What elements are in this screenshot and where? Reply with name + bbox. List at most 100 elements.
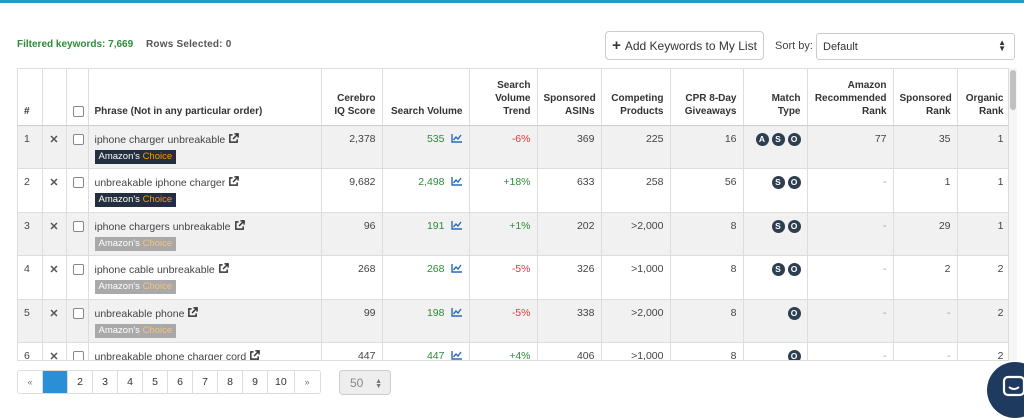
cerebro-score: 447 bbox=[321, 342, 383, 360]
col-search-volume[interactable]: Search Volume bbox=[382, 69, 470, 126]
remove-row-icon[interactable]: ✕ bbox=[42, 342, 67, 360]
col-match-type[interactable]: Match Type bbox=[743, 69, 808, 126]
competing-products: >1,000 bbox=[601, 342, 671, 360]
chat-button[interactable] bbox=[987, 362, 1024, 418]
organic-rank: 2 bbox=[957, 255, 1008, 300]
col-index[interactable]: # bbox=[18, 69, 43, 126]
row-index: 1 bbox=[18, 125, 43, 169]
keyword-phrase[interactable]: iphone chargers unbreakable bbox=[94, 220, 231, 233]
trend-chart-icon[interactable] bbox=[450, 263, 463, 276]
trend-chart-icon[interactable] bbox=[450, 220, 463, 233]
match-type-cell: O bbox=[743, 299, 808, 343]
pagination-page[interactable]: 6 bbox=[168, 371, 193, 393]
remove-row-icon[interactable]: ✕ bbox=[42, 125, 67, 169]
pagination-page[interactable]: 2 bbox=[68, 371, 93, 393]
pagination-page[interactable]: 10 bbox=[268, 371, 295, 393]
trend-chart-icon[interactable] bbox=[450, 307, 463, 320]
pagination-page[interactable]: 9 bbox=[243, 371, 268, 393]
trend-chart-icon[interactable] bbox=[450, 176, 463, 189]
match-type-s-icon: S bbox=[771, 176, 785, 189]
amazon-recommended-rank: - bbox=[807, 168, 894, 213]
external-link-icon[interactable] bbox=[187, 306, 199, 321]
external-link-icon[interactable] bbox=[228, 132, 240, 147]
search-volume: 535 bbox=[426, 132, 445, 145]
select-all-checkbox[interactable] bbox=[72, 105, 84, 117]
phrase-cell: iphone charger unbreakable Amazon's Choic… bbox=[88, 125, 322, 169]
competing-products: >2,000 bbox=[601, 212, 671, 256]
col-amazon-rank[interactable]: Amazon Recommended Rank bbox=[807, 69, 894, 126]
amazon-recommended-rank: - bbox=[807, 255, 894, 300]
match-type-s-icon: S bbox=[771, 219, 785, 233]
trend-chart-icon[interactable] bbox=[450, 350, 463, 360]
external-link-icon[interactable] bbox=[234, 219, 245, 234]
pagination-prev[interactable]: « bbox=[18, 371, 43, 393]
per-page-select[interactable]: 50 ▲ ▼ bbox=[339, 370, 391, 395]
row-checkbox[interactable] bbox=[72, 264, 84, 275]
col-competing[interactable]: Competing Products bbox=[601, 69, 671, 126]
badge-amazons: Amazon's bbox=[98, 237, 140, 249]
row-checkbox[interactable] bbox=[72, 177, 84, 188]
row-checkbox-cell[interactable] bbox=[66, 342, 89, 360]
keyword-phrase[interactable]: iphone cable unbreakable bbox=[94, 264, 215, 276]
remove-row-icon[interactable]: ✕ bbox=[42, 168, 67, 213]
phrase-cell: unbreakable phone charger cord bbox=[88, 342, 322, 361]
row-checkbox-cell[interactable] bbox=[66, 168, 89, 213]
pagination-page[interactable]: 4 bbox=[118, 371, 143, 393]
sv-trend: -5% bbox=[469, 299, 538, 343]
row-checkbox[interactable] bbox=[72, 307, 84, 319]
remove-row-icon[interactable]: ✕ bbox=[42, 299, 67, 343]
badge-amazons: Amazon's bbox=[98, 324, 140, 336]
pagination-page[interactable]: 3 bbox=[93, 371, 118, 393]
col-cerebro[interactable]: Cerebro IQ Score bbox=[321, 69, 383, 126]
sort-by-select[interactable]: Default ▲ ▼ bbox=[816, 33, 1015, 60]
table-scrollbar[interactable] bbox=[1009, 68, 1017, 361]
sponsored-asins: 406 bbox=[537, 342, 602, 360]
external-link-icon[interactable] bbox=[249, 350, 261, 360]
scrollbar-thumb[interactable] bbox=[1010, 70, 1016, 110]
pagination-next[interactable]: » bbox=[294, 371, 320, 393]
search-volume: 268 bbox=[426, 263, 445, 275]
pagination-page[interactable]: 7 bbox=[193, 371, 218, 393]
row-checkbox[interactable] bbox=[72, 133, 84, 145]
col-sv-trend[interactable]: Search Volume Trend bbox=[469, 69, 538, 126]
external-link-icon[interactable] bbox=[218, 263, 229, 277]
pagination-page[interactable]: 1 bbox=[43, 371, 68, 393]
row-checkbox-cell[interactable] bbox=[66, 255, 89, 300]
pagination-page[interactable]: 8 bbox=[218, 371, 243, 393]
col-sponsored-rank[interactable]: Sponsored Rank bbox=[893, 69, 958, 126]
keyword-phrase[interactable]: unbreakable iphone charger bbox=[94, 177, 226, 189]
amazon-recommended-rank: 77 bbox=[807, 125, 894, 169]
row-checkbox[interactable] bbox=[72, 220, 84, 232]
pagination-page[interactable]: 5 bbox=[143, 371, 168, 393]
row-checkbox-cell[interactable] bbox=[66, 125, 89, 169]
row-checkbox[interactable] bbox=[72, 351, 84, 360]
row-index: 5 bbox=[18, 299, 43, 343]
sv-trend: +18% bbox=[469, 168, 538, 213]
keyword-phrase[interactable]: unbreakable phone bbox=[94, 307, 185, 320]
keyword-phrase[interactable]: iphone charger unbreakable bbox=[94, 133, 226, 146]
amazons-choice-badge: Amazon's Choice bbox=[94, 193, 177, 207]
phrase-cell: unbreakable iphone charger Amazon's Choic… bbox=[88, 168, 322, 213]
trend-chart-icon[interactable] bbox=[450, 133, 463, 146]
amazon-recommended-rank: - bbox=[807, 299, 894, 343]
add-keywords-button[interactable]: + Add Keywords to My List bbox=[605, 31, 764, 60]
remove-row-icon[interactable]: ✕ bbox=[42, 212, 67, 256]
row-checkbox-cell[interactable] bbox=[66, 212, 89, 256]
organic-rank: 2 bbox=[957, 342, 1008, 360]
search-volume-cell: 198 bbox=[382, 299, 470, 343]
col-select-all[interactable] bbox=[66, 69, 89, 126]
match-type-s-icon: S bbox=[771, 263, 785, 276]
amazons-choice-badge: Amazon's Choice bbox=[94, 323, 177, 338]
remove-row-icon[interactable]: ✕ bbox=[42, 255, 67, 300]
row-checkbox-cell[interactable] bbox=[66, 299, 89, 343]
col-sponsored-asins[interactable]: Sponsored ASINs bbox=[537, 69, 602, 126]
keyword-phrase[interactable]: unbreakable phone charger cord bbox=[94, 351, 247, 361]
col-phrase[interactable]: Phrase (Not in any particular order) bbox=[88, 69, 322, 126]
col-organic-rank[interactable]: Organic Rank bbox=[957, 69, 1008, 126]
plus-icon: + bbox=[612, 37, 621, 54]
col-cpr[interactable]: CPR 8-Day Giveaways bbox=[670, 69, 744, 126]
external-link-icon[interactable] bbox=[228, 176, 240, 190]
